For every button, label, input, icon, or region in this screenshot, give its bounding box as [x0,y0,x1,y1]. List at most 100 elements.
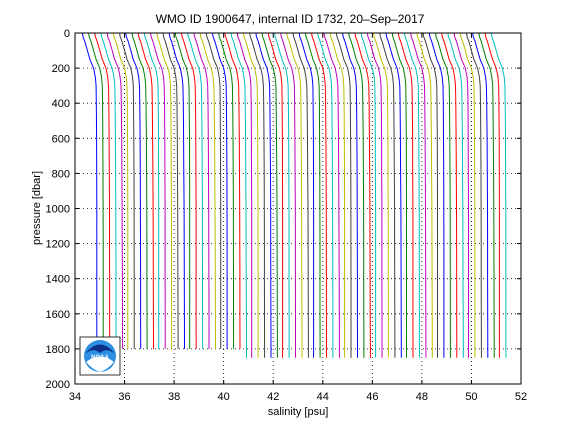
y-tick-label: 1200 [46,239,70,251]
profile-line [317,32,334,358]
x-tick-label: 34 [69,391,81,403]
profile-line [298,32,315,358]
profile-line [447,32,464,358]
profile-line [150,32,166,349]
profile-line [88,32,104,349]
profile-line [416,32,433,358]
profile-line [168,32,185,349]
noaa-logo: NOAA [79,336,121,376]
profile-line [112,32,129,349]
profile-line [459,32,476,358]
profile-line [106,32,124,349]
x-tick-label: 36 [118,391,130,403]
profile-line [274,32,290,358]
x-tick-label: 52 [515,391,527,403]
profile-line [94,32,111,349]
profile-line [137,32,154,349]
profile-line [335,32,352,358]
logo-wave [86,356,114,372]
profile-lines [81,32,507,358]
profile-line [304,32,321,358]
profile-line [212,32,228,349]
profile-line [311,32,327,358]
y-tick-label: 1800 [46,344,70,356]
profile-line [348,32,365,358]
profile-line [441,32,458,358]
profile-line [490,32,507,358]
x-tick-label: 50 [465,391,477,403]
y-tick-label: 0 [64,28,70,40]
profile-line [397,32,414,358]
profile-line [329,32,346,358]
profile-line [428,32,445,358]
profile-line [435,32,451,358]
profile-line [478,32,495,358]
profile-line [404,32,420,358]
profile-line [466,32,482,358]
profile-line [243,32,259,358]
profile-line [292,32,309,358]
profile-line [385,32,402,358]
profile-line [484,32,500,358]
profile-line [100,32,117,349]
profile-line [181,32,197,349]
y-tick-label: 200 [52,63,70,75]
profile-line [354,32,371,358]
profile-line [249,32,266,358]
profile-line [218,32,235,349]
plot-background [75,33,521,384]
profile-line [193,32,210,349]
profile-line [342,32,358,358]
profile-line [162,32,179,349]
profile-line [453,32,469,358]
profile-line [224,32,241,349]
profile-line [174,32,191,349]
y-axis-ticks: 0 200 400 600 800 1000 1200 1400 1600 1800 2000 [46,28,521,391]
profile-line [261,32,278,358]
profile-line [410,32,427,358]
profile-line [143,32,160,349]
logo-bird [85,344,115,354]
x-tick-label: 38 [168,391,180,403]
profile-line [81,32,98,349]
profile-line [236,32,253,358]
profile-line [280,32,296,358]
profile-line [119,32,135,349]
profile-line [379,32,396,358]
chart-title: WMO ID 1900647, internal ID 1732, 20–Sep… [156,12,425,26]
x-axis-label: salinity [psu] [268,406,329,418]
profile-line [267,32,284,358]
profile-line [360,32,377,358]
y-tick-label: 400 [52,98,70,110]
x-tick-label: 40 [218,391,230,403]
profile-line [156,32,173,349]
profile-line [422,32,438,358]
logo-text: NOAA [91,355,109,361]
profile-line [125,32,142,349]
profile-line [230,32,247,358]
profile-line [373,32,389,358]
profile-line [187,32,204,349]
profile-line [255,32,272,358]
profile-line [131,32,148,349]
x-tick-label: 46 [366,391,378,403]
y-tick-label: 600 [52,133,70,145]
profile-line [391,32,407,358]
profile-line [472,32,489,358]
x-tick-label: 42 [267,391,279,403]
profile-line [323,32,340,358]
grid-lines [75,33,521,384]
y-tick-label: 800 [52,168,70,180]
profile-line [286,32,303,358]
y-tick-label: 2000 [46,379,70,391]
x-axis-ticks: 34 36 38 40 42 44 46 48 50 52 [69,33,527,403]
y-tick-label: 1600 [46,309,70,321]
y-tick-label: 1000 [46,204,70,216]
profile-line [205,32,222,349]
y-tick-label: 1400 [46,274,70,286]
x-tick-label: 44 [317,391,329,403]
x-tick-label: 48 [416,391,428,403]
profile-line [199,32,216,349]
